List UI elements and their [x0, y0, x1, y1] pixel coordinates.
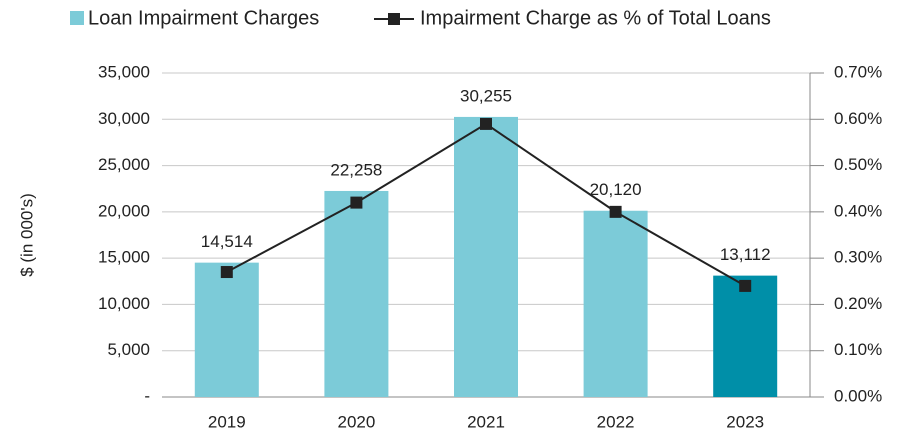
line-marker: [480, 117, 492, 130]
line-marker: [220, 266, 233, 279]
y-axis-label: $ (in 000's): [17, 193, 36, 277]
line-marker: [739, 279, 752, 292]
y2-tick-label: 0.40%: [834, 201, 882, 220]
y2-tick-label: 0.60%: [834, 109, 882, 128]
data-label: 22,258: [330, 160, 382, 179]
y2-tick-label: 0.70%: [834, 62, 882, 81]
legend-label: Impairment Charge as % of Total Loans: [420, 7, 771, 29]
legend-label: Loan Impairment Charges: [88, 7, 319, 29]
y2-tick-label: 0.00%: [834, 386, 882, 405]
x-tick-label: 2019: [208, 412, 246, 431]
bar: [713, 275, 778, 397]
x-tick-label: 2022: [597, 412, 635, 431]
y2-tick-label: 0.20%: [834, 294, 882, 313]
legend-swatch: [70, 11, 84, 25]
x-tick-label: 2023: [726, 412, 764, 431]
line-marker: [609, 205, 622, 218]
bar: [324, 190, 389, 397]
bar: [583, 210, 648, 397]
y2-tick-label: 0.10%: [834, 340, 882, 359]
y2-tick-label: 0.50%: [834, 155, 882, 174]
x-tick-label: 2021: [467, 412, 505, 431]
bar: [194, 262, 259, 397]
x-tick-label: 2020: [337, 412, 375, 431]
y-tick-label: -: [144, 386, 150, 405]
data-label: 13,112: [720, 245, 771, 264]
y-tick-label: 5,000: [107, 340, 150, 359]
y-tick-label: 30,000: [98, 109, 150, 128]
data-label: 20,120: [590, 180, 642, 199]
y-tick-label: 25,000: [98, 155, 150, 174]
y-tick-label: 35,000: [98, 62, 150, 81]
data-label: 14,514: [201, 232, 253, 251]
legend-marker: [388, 13, 400, 25]
y-tick-label: 20,000: [98, 201, 150, 220]
data-label: 30,255: [460, 86, 512, 105]
line-marker: [350, 196, 363, 209]
y-tick-label: 10,000: [98, 294, 150, 313]
bar: [454, 116, 518, 397]
y2-tick-label: 0.30%: [834, 248, 882, 267]
y-tick-label: 15,000: [98, 248, 150, 267]
